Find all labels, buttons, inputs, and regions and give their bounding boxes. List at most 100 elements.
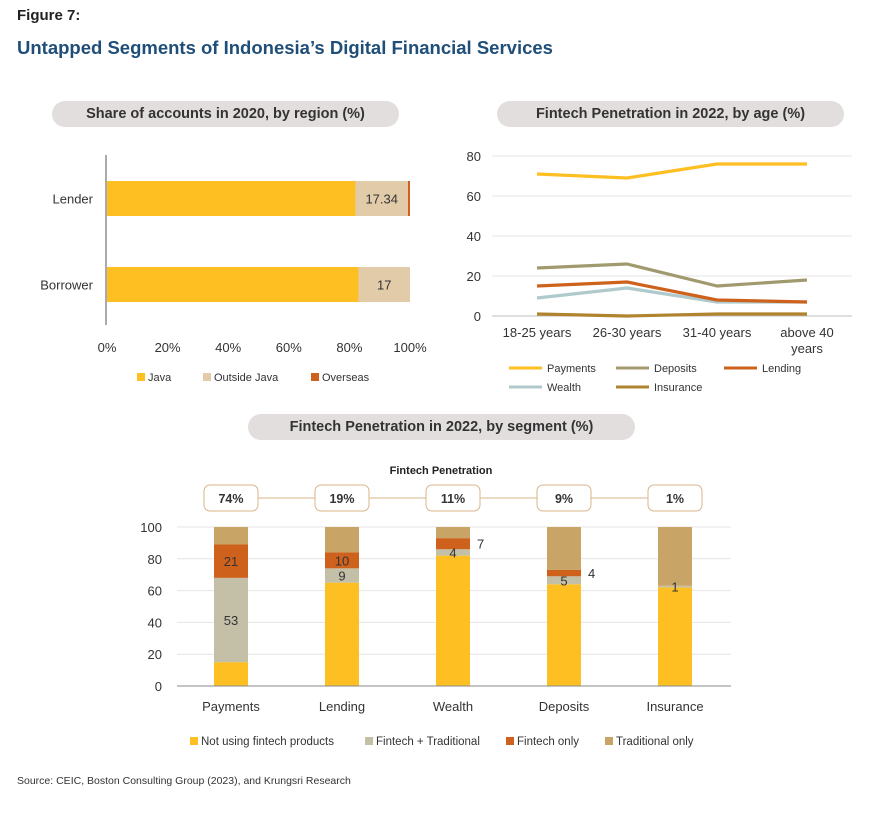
regional-x-tick-label: 60% bbox=[276, 340, 302, 355]
regional-legend-label-java: Java bbox=[148, 372, 172, 384]
segment-legend-label-traditional-only: Traditional only bbox=[616, 736, 694, 748]
regional-legend-label-outside-java: Outside Java bbox=[214, 372, 279, 384]
regional-legend-swatch-overseas bbox=[311, 373, 319, 381]
segment-legend-label-not-using-fintech-products: Not using fintech products bbox=[201, 736, 334, 748]
segment-bar-payments-fintech-only bbox=[214, 544, 248, 578]
segment-penetration-label-payments: 74% bbox=[218, 492, 243, 506]
regional-legend-swatch-java bbox=[137, 373, 145, 381]
age-series-line-lending bbox=[536, 280, 808, 304]
segment-bar-payments-fintech-traditional bbox=[214, 577, 248, 663]
segment-y-tick-label: 80 bbox=[148, 552, 162, 567]
age-legend-label-wealth: Wealth bbox=[547, 382, 581, 394]
segment-y-tick-label: 40 bbox=[148, 615, 162, 630]
age-series-line-deposits bbox=[536, 262, 808, 288]
segment-data-label-payments-fintech-only: 21 bbox=[224, 554, 238, 569]
age-chart-title: Fintech Penetration in 2022, by age (%) bbox=[497, 101, 844, 127]
segment-bar-payments-not-using-fintech-products bbox=[214, 662, 248, 686]
segment-x-tick-label-payments: Payments bbox=[202, 699, 260, 714]
age-y-tick-label: 40 bbox=[467, 229, 481, 244]
segment-subtitle: Fintech Penetration bbox=[390, 465, 493, 477]
segment-data-label-lending-fintech-only: 10 bbox=[335, 553, 349, 568]
segment-bar-lending-traditional-only bbox=[325, 527, 359, 553]
segment-legend-label-fintech-only: Fintech only bbox=[517, 736, 579, 748]
regional-bar-lender-overseas bbox=[408, 181, 410, 216]
segment-penetration-box-payments bbox=[203, 484, 259, 512]
segment-bar-wealth-not-using-fintech-products bbox=[436, 555, 470, 686]
segment-penetration-label-wealth: 11% bbox=[441, 492, 465, 506]
figure-label: Figure 7: bbox=[17, 7, 81, 24]
figure-title: Untapped Segments of Indonesia’s Digital… bbox=[17, 37, 553, 58]
segment-penetration-label-deposits: 9% bbox=[555, 492, 573, 506]
segment-bar-lending-not-using-fintech-products bbox=[325, 582, 359, 686]
segment-data-label-deposits-fintech-only: 4 bbox=[588, 566, 595, 581]
regional-legend-swatch-outside-java bbox=[203, 373, 211, 381]
segment-x-tick-label-deposits: Deposits bbox=[539, 699, 590, 714]
regional-bar-borrower-outside-java bbox=[358, 267, 410, 302]
regional-data-label-lender: 17.34 bbox=[365, 192, 398, 207]
regional-x-tick-label: 0% bbox=[98, 340, 117, 355]
segment-penetration-box-wealth bbox=[425, 484, 481, 512]
source-note: Source: CEIC, Boston Consulting Group (2… bbox=[17, 775, 351, 787]
regional-bar-lender-java bbox=[107, 181, 356, 216]
segment-bar-wealth-fintech-traditional bbox=[436, 549, 470, 556]
segment-bar-deposits-fintech-only bbox=[547, 569, 581, 577]
segment-y-tick-label: 0 bbox=[155, 679, 162, 694]
segment-bar-insurance-not-using-fintech-products bbox=[658, 587, 692, 686]
segment-x-tick-label-wealth: Wealth bbox=[433, 699, 473, 714]
age-x-tick-label-line1: above 40 bbox=[780, 325, 834, 340]
segment-data-label-insurance-fintech-traditional: 1 bbox=[671, 580, 678, 595]
age-y-tick-label: 0 bbox=[474, 309, 481, 324]
regional-category-label-borrower: Borrower bbox=[40, 278, 93, 293]
segment-legend-swatch-traditional-only bbox=[605, 737, 613, 745]
regional-x-tick-label: 80% bbox=[336, 340, 362, 355]
segment-legend-swatch-not-using-fintech-products bbox=[190, 737, 198, 745]
segment-legend-swatch-fintech-traditional bbox=[365, 737, 373, 745]
segment-data-label-deposits-fintech-traditional: 5 bbox=[560, 573, 567, 588]
segment-legend-swatch-fintech-only bbox=[506, 737, 514, 745]
regional-bar-borrower-java bbox=[107, 267, 359, 302]
segment-penetration-box-deposits bbox=[536, 484, 592, 512]
segment-data-label-payments-fintech-traditional: 53 bbox=[224, 613, 238, 628]
age-legend-label-insurance: Insurance bbox=[654, 382, 702, 394]
segment-data-label-wealth-fintech-only: 7 bbox=[477, 537, 484, 552]
regional-x-tick-label: 100% bbox=[393, 340, 427, 355]
segment-data-label-lending-fintech-traditional: 9 bbox=[338, 568, 345, 583]
segment-penetration-label-insurance: 1% bbox=[666, 492, 684, 506]
segment-penetration-box-lending bbox=[314, 484, 370, 512]
age-y-tick-label: 60 bbox=[467, 189, 481, 204]
age-x-tick-label: 18-25 years bbox=[503, 325, 572, 340]
segment-bar-wealth-fintech-only bbox=[436, 538, 470, 550]
age-x-tick-label: 31-40 years bbox=[683, 325, 752, 340]
age-y-tick-label: 80 bbox=[467, 149, 481, 164]
regional-data-label-borrower: 17 bbox=[377, 278, 391, 293]
segment-penetration-box-insurance bbox=[647, 484, 703, 512]
segment-y-tick-label: 100 bbox=[140, 520, 162, 535]
segment-bar-deposits-traditional-only bbox=[547, 527, 581, 570]
segment-data-label-wealth-fintech-traditional: 4 bbox=[449, 545, 456, 560]
age-x-tick-label-line2: years bbox=[791, 341, 823, 356]
segment-bar-insurance-fintech-traditional bbox=[658, 585, 692, 588]
segment-y-tick-label: 60 bbox=[148, 584, 162, 599]
segment-bar-lending-fintech-traditional bbox=[325, 568, 359, 583]
regional-category-label-lender: Lender bbox=[53, 192, 94, 207]
segment-y-tick-label: 20 bbox=[148, 647, 162, 662]
regional-x-tick-label: 40% bbox=[215, 340, 241, 355]
age-series-line-payments bbox=[536, 162, 807, 180]
segment-x-tick-label-lending: Lending bbox=[319, 699, 365, 714]
segment-bar-lending-fintech-only bbox=[325, 552, 359, 569]
segment-bar-insurance-traditional-only bbox=[658, 527, 692, 586]
regional-legend-label-overseas: Overseas bbox=[322, 372, 370, 384]
age-y-tick-label: 20 bbox=[467, 269, 481, 284]
regional-bar-lender-outside-java bbox=[355, 181, 409, 216]
age-legend-label-payments: Payments bbox=[547, 363, 596, 375]
segment-bar-deposits-fintech-traditional bbox=[547, 576, 581, 585]
segment-x-tick-label-insurance: Insurance bbox=[646, 699, 703, 714]
age-legend-label-lending: Lending bbox=[762, 363, 801, 375]
segment-bar-deposits-not-using-fintech-products bbox=[547, 584, 581, 686]
segment-bar-wealth-traditional-only bbox=[436, 527, 470, 539]
age-x-tick-label: 26-30 years bbox=[593, 325, 662, 340]
regional-chart-title: Share of accounts in 2020, by region (%) bbox=[52, 101, 399, 127]
segment-bar-payments-traditional-only bbox=[214, 527, 248, 545]
age-series-line-insurance bbox=[536, 312, 807, 318]
